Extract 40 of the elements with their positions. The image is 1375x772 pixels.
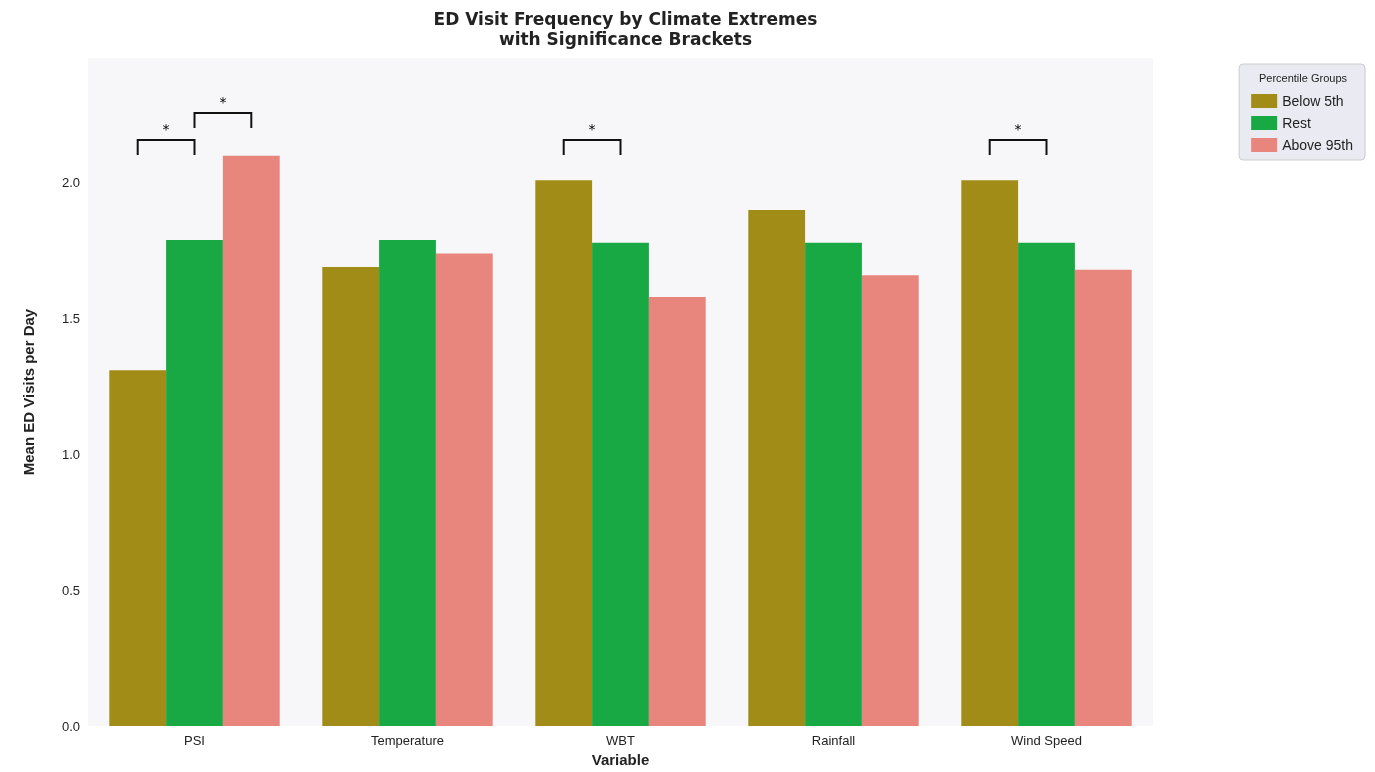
annotation: * — [588, 121, 596, 137]
bar — [592, 242, 649, 727]
annotation: * — [219, 94, 227, 110]
significance-bracket: * — [988, 121, 1048, 156]
bar — [109, 370, 167, 727]
bar — [748, 210, 806, 727]
x-tick-label: Rainfall — [811, 733, 856, 749]
annotation: * — [1014, 121, 1022, 137]
y-tick-label: 1.0 — [61, 447, 80, 463]
bar — [535, 180, 593, 727]
significance-bracket: * — [193, 94, 253, 129]
legend-label: Above 95th — [1282, 137, 1354, 153]
bar — [166, 239, 223, 727]
bar — [648, 297, 706, 727]
x-tick-label: WBT — [606, 733, 635, 749]
y-tick-label: 0.5 — [61, 582, 80, 598]
x-tick-label: Wind Speed — [1011, 733, 1082, 749]
significance-bracket: * — [562, 121, 622, 156]
legend-label: Rest — [1282, 115, 1312, 131]
chart-title: ED Visit Frequency by Climate Extremes with Significance Brackets — [433, 9, 818, 49]
bar — [379, 239, 436, 727]
y-axis-title: Mean ED Visits per Day — [20, 308, 37, 476]
y-tick-label: 0.0 — [61, 718, 80, 734]
x-tick-label: Temperature — [371, 733, 444, 749]
annotation: * — [162, 121, 170, 137]
bar — [861, 275, 919, 727]
bar — [1074, 269, 1132, 727]
bar — [222, 155, 280, 727]
y-tick-label: 2.0 — [61, 175, 80, 191]
x-axis-title: Variable — [591, 751, 650, 768]
significance-bracket: * — [136, 121, 196, 156]
legend-title: Percentile Groups — [1258, 71, 1348, 84]
bar — [322, 267, 380, 727]
bar — [961, 180, 1019, 727]
y-tick-label: 1.5 — [61, 311, 80, 327]
bar — [435, 253, 493, 727]
legend-label: Below 5th — [1282, 93, 1344, 109]
bar — [805, 242, 862, 727]
x-tick-label: PSI — [184, 733, 205, 749]
bar — [1018, 242, 1075, 727]
